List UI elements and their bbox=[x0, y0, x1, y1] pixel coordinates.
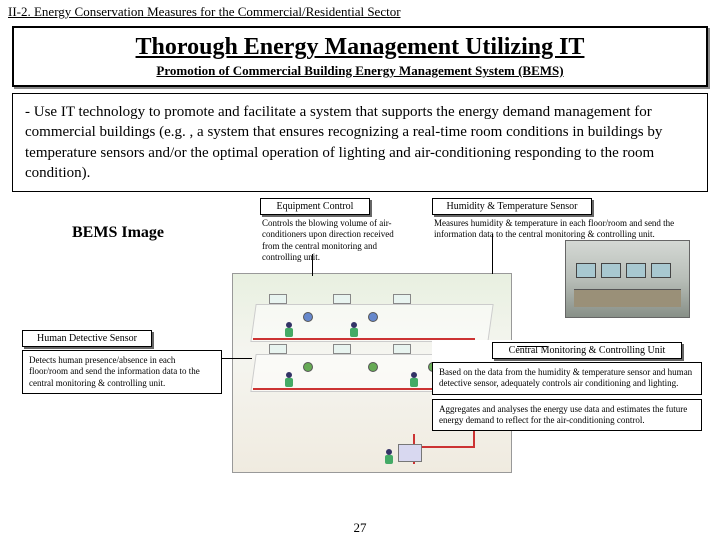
equipment-control-body: Controls the blowing volume of air-condi… bbox=[260, 218, 410, 263]
central-monitoring-body2: Aggregates and analyses the energy use d… bbox=[432, 399, 702, 432]
humidity-temp-body: Measures humidity & temperature in each … bbox=[432, 218, 692, 241]
person-icon bbox=[283, 322, 295, 338]
main-title: Thorough Energy Management Utilizing IT bbox=[24, 34, 696, 61]
person-icon bbox=[283, 372, 295, 388]
connector-line bbox=[222, 358, 252, 359]
humidity-temp-header: Humidity & Temperature Sensor bbox=[432, 198, 592, 215]
title-box: Thorough Energy Management Utilizing IT … bbox=[12, 26, 708, 87]
human-sensor-icon bbox=[368, 362, 378, 372]
humidity-sensor-icon bbox=[303, 312, 313, 322]
central-monitoring-body1: Based on the data from the humidity & te… bbox=[432, 362, 702, 395]
humidity-sensor-icon bbox=[368, 312, 378, 322]
human-sensor-header: Human Detective Sensor bbox=[22, 330, 152, 347]
person-icon bbox=[408, 372, 420, 388]
subtitle: Promotion of Commercial Building Energy … bbox=[24, 63, 696, 79]
central-monitoring-header: Central Monitoring & Controlling Unit bbox=[492, 342, 682, 359]
description-text: - Use IT technology to promote and facil… bbox=[25, 104, 662, 181]
connector-line bbox=[492, 234, 493, 274]
bems-image-label: BEMS Image bbox=[72, 224, 164, 242]
human-sensor-box: Human Detective Sensor Detects human pre… bbox=[22, 328, 222, 394]
central-monitoring-box: Central Monitoring & Controlling Unit Ba… bbox=[432, 340, 702, 431]
terminal-icon bbox=[398, 444, 422, 462]
bems-diagram: BEMS Image Equipment Control Controls th… bbox=[12, 198, 708, 508]
operator-icon bbox=[383, 449, 395, 465]
control-room-photo bbox=[565, 240, 690, 318]
page-number: 27 bbox=[354, 520, 367, 536]
human-sensor-icon bbox=[303, 362, 313, 372]
person-icon bbox=[348, 322, 360, 338]
equipment-control-header: Equipment Control bbox=[260, 198, 370, 215]
equipment-control-box: Equipment Control Controls the blowing v… bbox=[260, 196, 410, 263]
section-label: II-2. Energy Conservation Measures for t… bbox=[0, 0, 720, 24]
human-sensor-body: Detects human presence/absence in each f… bbox=[22, 350, 222, 394]
connector-line bbox=[517, 346, 547, 347]
description-box: - Use IT technology to promote and facil… bbox=[12, 93, 708, 192]
humidity-temp-box: Humidity & Temperature Sensor Measures h… bbox=[432, 196, 692, 241]
connector-line bbox=[312, 254, 313, 276]
